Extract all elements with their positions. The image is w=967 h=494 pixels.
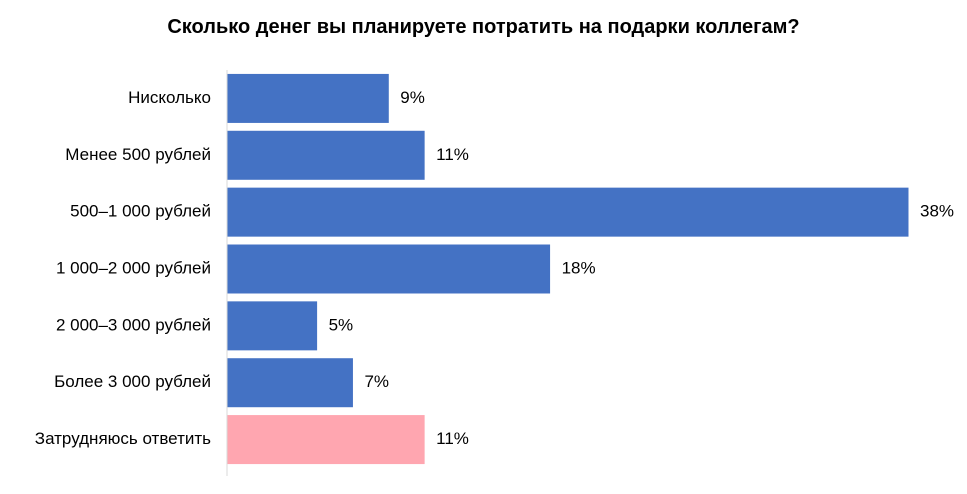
bar <box>227 244 551 294</box>
value-label: 11% <box>436 429 469 448</box>
value-label: 7% <box>364 372 389 391</box>
category-label: 500–1 000 рублей <box>70 202 211 221</box>
chart-title: Сколько денег вы планируете потратить на… <box>167 16 800 38</box>
category-label: 1 000–2 000 рублей <box>56 258 211 277</box>
value-label: 5% <box>329 315 354 334</box>
value-label: 38% <box>920 202 954 221</box>
bars: Нисколько 9% Менее 500 рублей 11% 500–1 000 … <box>35 73 954 465</box>
bar <box>227 187 909 237</box>
category-label: Менее 500 рублей <box>65 145 211 164</box>
category-label: Более 3 000 рублей <box>54 372 211 391</box>
category-label: Нисколько <box>128 88 211 107</box>
value-label: 18% <box>562 258 596 277</box>
bar <box>227 301 318 351</box>
value-label: 9% <box>400 88 425 107</box>
value-label: 11% <box>436 145 469 164</box>
bar <box>227 415 425 465</box>
category-label: Затрудняюсь ответить <box>35 429 211 448</box>
category-label: 2 000–3 000 рублей <box>56 315 211 334</box>
bar <box>227 73 389 123</box>
bar <box>227 358 353 408</box>
bar <box>227 130 425 180</box>
